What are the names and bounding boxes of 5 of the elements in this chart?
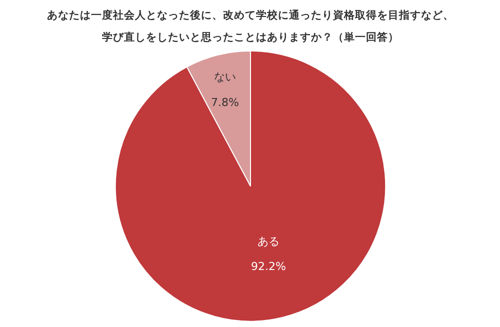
slice-label: ある	[258, 234, 280, 248]
data-label: 92.2%	[251, 260, 286, 274]
slice-label: ない	[214, 70, 236, 84]
chart-title: あなたは一度社会人となった後に、改めて学校に通ったり資格取得を目指すなど、学び直しをしたいと思ったことはありますか？（単一回答）	[47, 8, 454, 44]
data-label: 7.8%	[210, 96, 239, 110]
